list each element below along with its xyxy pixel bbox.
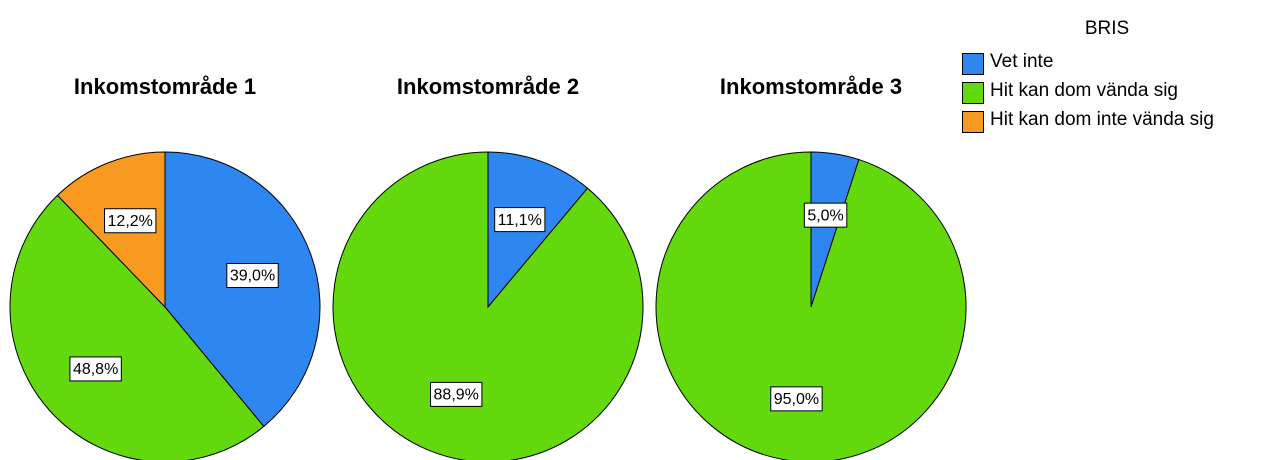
legend-label: Hit kan dom inte vända sig (990, 109, 1214, 130)
legend-label: Vet inte (990, 51, 1054, 72)
value-label-text: 39,0% (230, 268, 275, 285)
value-label: 12,2% (104, 208, 157, 234)
value-label: 5,0% (803, 202, 848, 228)
value-label: 11,1% (494, 207, 546, 233)
pie-slice (9, 194, 265, 460)
pie-slice (332, 151, 644, 460)
value-label: 88,9% (430, 381, 483, 407)
legend-swatch (962, 53, 984, 75)
value-label-box (494, 207, 546, 233)
value-label-box (803, 202, 848, 228)
value-label: 39,0% (226, 262, 279, 288)
value-label-text: 88,9% (434, 387, 479, 404)
pie-slice (655, 151, 967, 460)
value-label-text: 48,8% (73, 361, 118, 378)
value-label-text: 5,0% (807, 207, 843, 224)
legend-title: BRIS (1084, 18, 1130, 39)
value-label-box (770, 386, 823, 412)
pie-title: Inkomstområde 3 (720, 74, 902, 99)
pie-slice (164, 151, 321, 428)
value-label: 95,0% (770, 386, 823, 412)
legend-swatch (962, 82, 984, 104)
value-label-box (430, 381, 483, 407)
value-label-text: 11,1% (498, 212, 542, 229)
value-label-box (69, 356, 122, 382)
legend-item: Hit kan dom vända sig (962, 81, 1262, 104)
legend-item: Vet inte (962, 52, 1262, 75)
value-label: 48,8% (69, 356, 122, 382)
value-label-text: 12,2% (108, 213, 153, 230)
legend-item: Hit kan dom inte vända sig (962, 110, 1262, 133)
legend-label: Hit kan dom vända sig (990, 80, 1178, 101)
pie-title: Inkomstområde 2 (397, 74, 579, 99)
pie-title: Inkomstområde 1 (74, 74, 256, 99)
value-label-text: 95,0% (774, 391, 819, 408)
value-label-box (226, 262, 279, 288)
value-label-box (104, 208, 157, 234)
legend: BRIS Vet inte Hit kan dom vända sig Hit ka… (962, 18, 1262, 139)
legend-swatch (962, 111, 984, 133)
